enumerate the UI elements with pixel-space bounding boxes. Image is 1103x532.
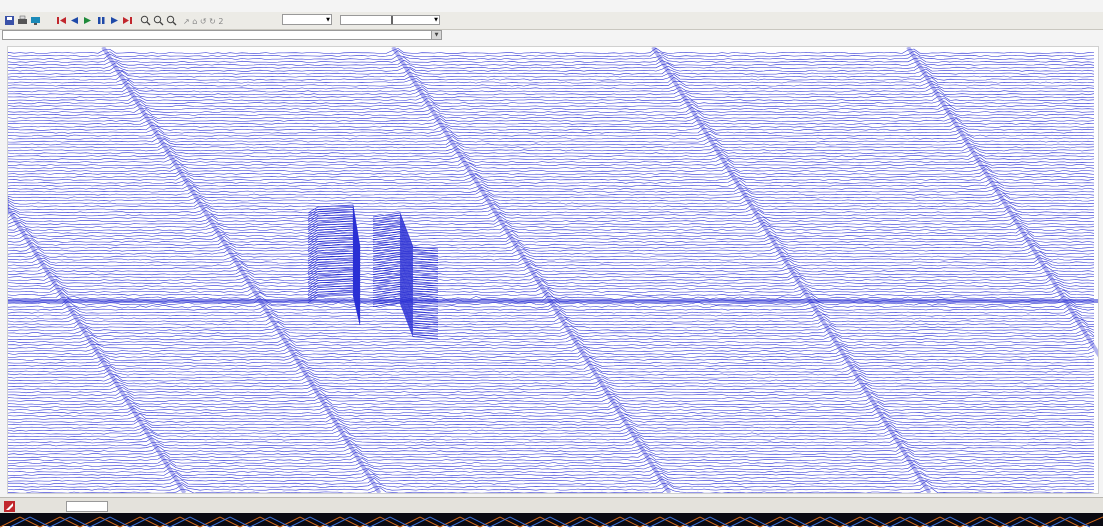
ridge-streak [101,47,382,493]
cursor-tools-icon[interactable]: ↗ ⌂ ↺ ↻ 2 [182,15,232,26]
monitor-icon[interactable] [30,15,41,26]
app-logo-icon [4,501,15,512]
chevron-down-icon: ▼ [326,17,330,23]
toolbar: ↗ ⌂ ↺ ↻ 2 ▼ ▼ [0,12,1103,30]
pause-icon[interactable] [96,15,107,26]
ridge-streak [651,47,932,493]
play-icon[interactable] [82,15,93,26]
status-bar [0,497,1103,514]
ridge-streak [391,47,672,493]
first-icon[interactable] [56,15,67,26]
chevron-down-icon[interactable]: ▼ [434,17,438,23]
trace-lines [8,47,1095,493]
zoom-out-icon[interactable] [153,15,164,26]
status-control[interactable] [66,501,108,512]
zoom-in-icon[interactable] [140,15,151,26]
taskbar-waveform [0,516,1103,528]
ridge-streak [906,47,1098,358]
chevron-down-icon[interactable]: ▼ [431,31,441,39]
slider-thumb[interactable] [391,16,393,24]
zoom-fit-icon[interactable] [166,15,177,26]
anomaly-traces [307,204,439,340]
save-icon[interactable] [4,15,15,26]
waterfall-plot[interactable] [7,46,1099,494]
back-icon[interactable] [69,15,80,26]
file-path-field[interactable]: ▼ [2,30,442,40]
ridge-streak [8,204,187,493]
reference-band [8,299,1098,303]
print-icon[interactable] [17,15,28,26]
taskbar [0,513,1103,528]
menu-bar [0,0,1103,12]
position-select[interactable]: ▼ [282,14,332,25]
time-slider[interactable]: ▼ [340,15,440,25]
waterfall-traces [8,47,1098,493]
svg-text:↗ ⌂ ↺ ↻ 2: ↗ ⌂ ↺ ↻ 2 [183,17,223,26]
last-icon[interactable] [122,15,133,26]
forward-icon[interactable] [109,15,120,26]
